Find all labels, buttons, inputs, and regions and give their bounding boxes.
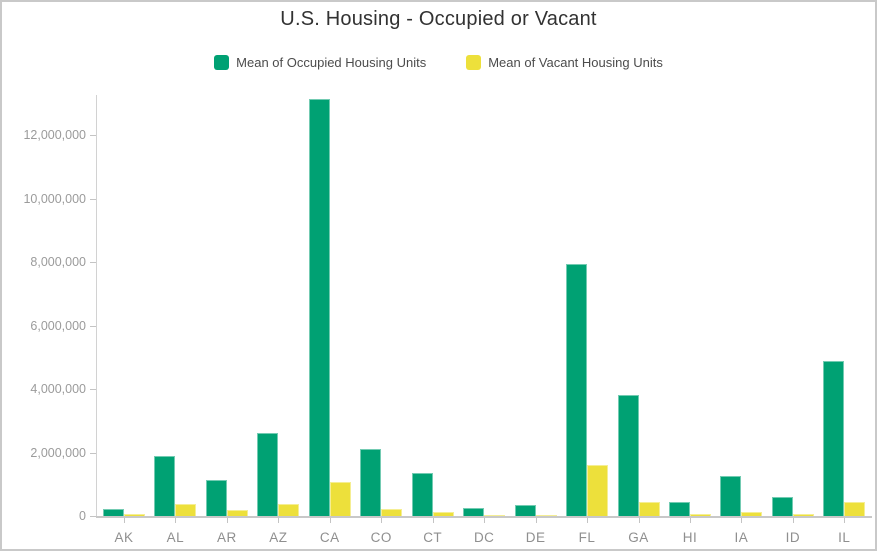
occupied-bar-FL[interactable] bbox=[566, 263, 587, 516]
x-axis-label: ID bbox=[785, 530, 801, 545]
vacant-bar-AR[interactable] bbox=[226, 510, 248, 516]
x-tick bbox=[587, 518, 588, 523]
x-tick bbox=[124, 518, 125, 523]
x-axis-label: DE bbox=[525, 530, 546, 545]
vacant-bar-AZ[interactable] bbox=[278, 504, 300, 516]
x-axis-label: AZ bbox=[269, 530, 288, 545]
occupied-bar-GA[interactable] bbox=[617, 394, 639, 516]
x-tick bbox=[638, 518, 640, 523]
occupied-bar-AZ[interactable] bbox=[257, 433, 279, 516]
y-axis-label: 0 bbox=[79, 509, 86, 523]
vacant-bar-GA[interactable] bbox=[638, 501, 660, 516]
x-tick bbox=[484, 518, 486, 523]
y-tick bbox=[90, 516, 96, 517]
x-axis-label: DC bbox=[473, 530, 495, 545]
x-axis-label: AL bbox=[166, 530, 185, 545]
x-axis-label: FL bbox=[578, 530, 596, 545]
x-axis-line bbox=[96, 516, 872, 518]
legend-item-occupied[interactable]: Mean of Occupied Housing Units bbox=[214, 55, 426, 70]
occupied-bar-AR[interactable] bbox=[205, 480, 227, 516]
y-axis-label: 2,000,000 bbox=[30, 445, 86, 460]
occupied-bar-IA[interactable] bbox=[720, 476, 742, 516]
legend-label-vacant: Mean of Vacant Housing Units bbox=[488, 55, 663, 70]
legend: Mean of Occupied Housing Units Mean of V… bbox=[2, 55, 875, 70]
x-tick bbox=[381, 518, 383, 523]
x-axis-label: CT bbox=[423, 530, 443, 545]
y-tick bbox=[90, 325, 96, 327]
occupied-bar-AK[interactable] bbox=[103, 509, 124, 516]
y-tick bbox=[90, 452, 96, 454]
x-axis-label: CA bbox=[319, 530, 340, 545]
y-axis-label: 10,000,000 bbox=[23, 191, 86, 206]
y-tick bbox=[90, 135, 96, 136]
y-axis-label: 6,000,000 bbox=[30, 318, 86, 333]
legend-item-vacant[interactable]: Mean of Vacant Housing Units bbox=[466, 55, 663, 70]
x-axis-label: IA bbox=[734, 530, 749, 545]
vacant-bar-CT[interactable] bbox=[432, 512, 454, 516]
y-axis-label: 12,000,000 bbox=[23, 128, 86, 142]
x-axis-label: IL bbox=[838, 530, 851, 545]
x-axis-label: HI bbox=[682, 530, 698, 545]
x-tick bbox=[535, 518, 537, 523]
occupied-bar-DC[interactable] bbox=[463, 508, 485, 516]
vacant-bar-HI[interactable] bbox=[690, 513, 711, 516]
vacant-bar-CA[interactable] bbox=[329, 482, 351, 516]
occupied-bar-HI[interactable] bbox=[669, 502, 690, 516]
x-tick bbox=[844, 518, 846, 523]
vacant-bar-AL[interactable] bbox=[175, 504, 197, 516]
x-axis-label: AR bbox=[217, 530, 237, 545]
occupied-swatch-icon bbox=[214, 55, 230, 70]
vacant-bar-DC[interactable] bbox=[484, 515, 506, 516]
y-axis-label: 4,000,000 bbox=[30, 382, 86, 396]
vacant-bar-IA[interactable] bbox=[741, 512, 763, 516]
x-tick bbox=[226, 518, 228, 523]
x-tick bbox=[741, 518, 743, 523]
chart-title: U.S. Housing - Occupied or Vacant bbox=[280, 8, 597, 30]
y-tick bbox=[90, 198, 96, 200]
x-tick bbox=[792, 518, 794, 523]
vacant-bar-CO[interactable] bbox=[381, 509, 403, 516]
x-tick bbox=[432, 518, 434, 523]
occupied-bar-CT[interactable] bbox=[411, 472, 433, 516]
x-tick bbox=[278, 518, 280, 523]
x-tick bbox=[690, 518, 691, 523]
legend-label-occupied: Mean of Occupied Housing Units bbox=[236, 55, 427, 70]
x-axis-label: AK bbox=[114, 530, 134, 545]
vacant-bar-IL[interactable] bbox=[844, 501, 866, 516]
x-axis-label: CO bbox=[370, 530, 392, 545]
vacant-bar-ID[interactable] bbox=[792, 513, 814, 516]
occupied-bar-IL[interactable] bbox=[823, 361, 845, 516]
y-axis-label: 8,000,000 bbox=[30, 255, 86, 269]
occupied-bar-DE[interactable] bbox=[514, 505, 536, 516]
x-tick bbox=[175, 518, 177, 523]
y-tick bbox=[90, 262, 96, 263]
y-tick bbox=[90, 389, 96, 390]
occupied-bar-ID[interactable] bbox=[771, 496, 793, 516]
x-axis-label: GA bbox=[628, 530, 649, 545]
occupied-bar-AL[interactable] bbox=[154, 456, 176, 516]
vacant-bar-FL[interactable] bbox=[587, 465, 608, 516]
x-tick bbox=[329, 518, 331, 523]
vacant-bar-DE[interactable] bbox=[535, 514, 557, 516]
vacant-swatch-icon bbox=[466, 55, 482, 70]
y-axis-line bbox=[96, 95, 97, 516]
occupied-bar-CO[interactable] bbox=[360, 449, 382, 516]
vacant-bar-AK[interactable] bbox=[124, 514, 145, 516]
occupied-bar-CA[interactable] bbox=[308, 98, 330, 516]
